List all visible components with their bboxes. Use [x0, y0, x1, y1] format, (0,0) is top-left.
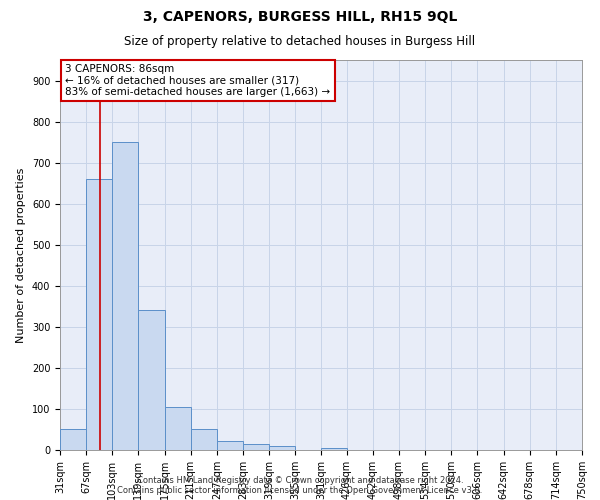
Bar [322, 448, 347, 450]
Text: Contains HM Land Registry data © Crown copyright and database right 2024.
Contai: Contains HM Land Registry data © Crown c… [118, 476, 482, 495]
Bar [164, 407, 191, 450]
Bar [112, 142, 139, 450]
Text: Size of property relative to detached houses in Burgess Hill: Size of property relative to detached ho… [124, 35, 476, 48]
Text: 3, CAPENORS, BURGESS HILL, RH15 9QL: 3, CAPENORS, BURGESS HILL, RH15 9QL [143, 10, 457, 24]
Bar [86, 179, 112, 450]
Bar [60, 430, 86, 450]
Y-axis label: Number of detached properties: Number of detached properties [16, 168, 26, 342]
Bar [191, 430, 217, 450]
Bar [217, 441, 243, 450]
Bar [139, 310, 164, 450]
Bar [243, 444, 269, 450]
Bar [269, 446, 295, 450]
Text: 3 CAPENORS: 86sqm
← 16% of detached houses are smaller (317)
83% of semi-detache: 3 CAPENORS: 86sqm ← 16% of detached hous… [65, 64, 331, 97]
